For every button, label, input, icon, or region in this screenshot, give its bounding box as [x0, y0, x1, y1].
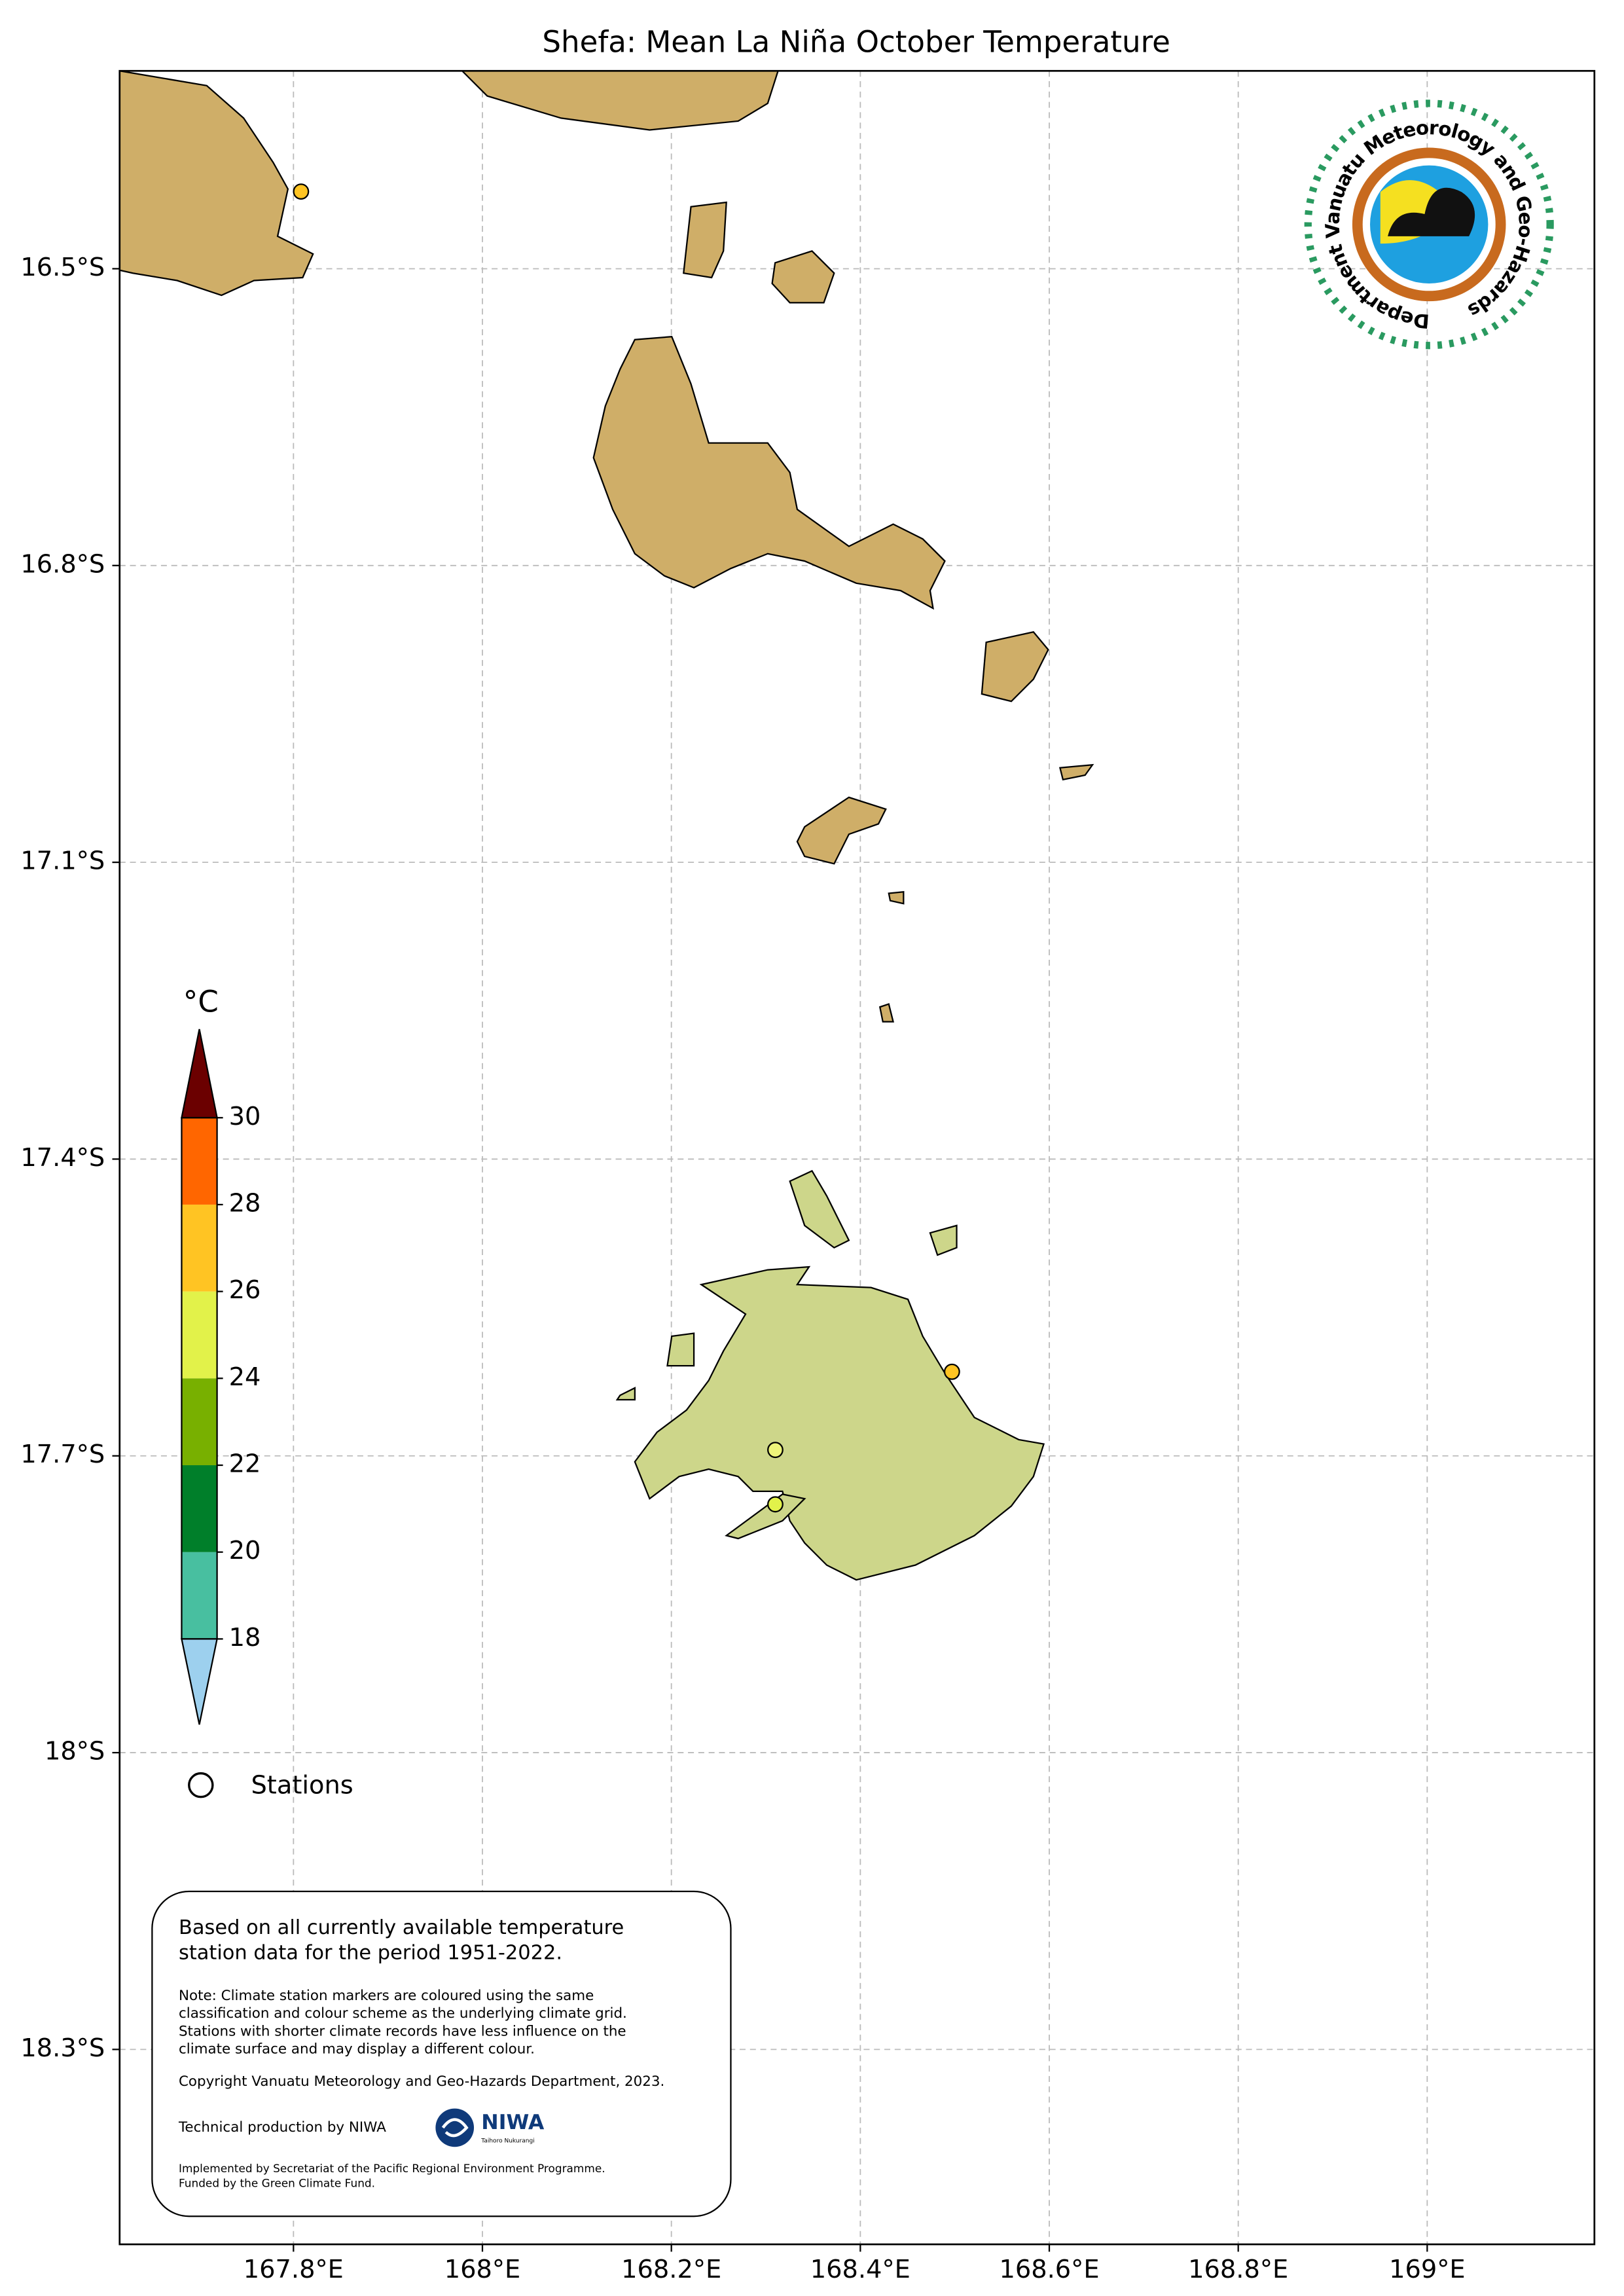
niwa-icon-swirl — [441, 2118, 469, 2138]
colorbar-tick-label: 24 — [229, 1362, 261, 1392]
x-tick-label: 168.2°E — [621, 2255, 721, 2284]
island — [683, 201, 727, 279]
island — [888, 890, 905, 905]
colorbar-tick-label: 20 — [229, 1536, 261, 1565]
island — [771, 250, 835, 304]
x-tick-label: 168.8°E — [1188, 2255, 1288, 2284]
logo-wreath — [1304, 100, 1554, 350]
colorbar-tick-label: 18 — [229, 1623, 261, 1652]
islands — [118, 69, 1094, 1581]
station — [767, 1496, 784, 1513]
x-tick-label: 169°E — [1389, 2255, 1466, 2284]
island — [460, 70, 780, 131]
legend-marker — [188, 1772, 214, 1798]
legend-label: Stations — [251, 1770, 353, 1800]
island — [634, 1266, 1045, 1581]
station — [293, 183, 310, 200]
colorbar-band — [181, 1378, 217, 1466]
colorbar-band — [181, 1118, 217, 1205]
island — [981, 631, 1049, 702]
niwa-icon — [435, 2108, 475, 2147]
axes: 167.8°E 168°E 168.2°E 168.4°E 168.6°E 168.8°E… — [20, 253, 1465, 2284]
y-tick-label: 18.3°S — [20, 2033, 105, 2063]
stations — [293, 183, 960, 1513]
y-tick-label: 16.5°S — [20, 253, 105, 282]
map-frame — [118, 69, 1596, 2246]
island — [592, 336, 946, 610]
station — [767, 1442, 784, 1459]
note-detail: classification and colour scheme as the … — [179, 2005, 627, 2022]
island — [615, 1387, 636, 1401]
note-detail: climate surface and may display a differ… — [179, 2041, 535, 2057]
colorbar-tick-label: 22 — [229, 1449, 261, 1479]
niwa-name: NIWA — [481, 2111, 545, 2134]
note-main: station data for the period 1951-2022. — [179, 1941, 562, 1964]
island — [1058, 763, 1094, 781]
x-tick-label: 168.4°E — [810, 2255, 911, 2284]
logo: Department Vanuatu Meteorology and Geo-H… — [1304, 100, 1554, 350]
colorbar-band — [181, 1291, 217, 1379]
colorbar-band — [181, 1204, 217, 1292]
station — [943, 1363, 960, 1380]
note-main: Based on all currently available tempera… — [179, 1916, 624, 1939]
colorbar-tick-label: 26 — [229, 1275, 261, 1305]
island — [929, 1224, 958, 1256]
colorbar: 18 20 22 24 26 28 30 — [181, 1029, 261, 1725]
colorbar-label: °C — [183, 985, 219, 1019]
island — [789, 1170, 850, 1249]
x-tick-label: 168.6°E — [999, 2255, 1099, 2284]
note-copyright: Copyright Vanuatu Meteorology and Geo-Ha… — [179, 2073, 664, 2090]
y-tick-label: 18°S — [45, 1737, 105, 1766]
x-tick-label: 168°E — [444, 2255, 521, 2284]
note-production: Technical production by NIWA — [178, 2119, 386, 2136]
y-tick-label: 17.1°S — [20, 847, 105, 876]
y-tick-label: 17.7°S — [20, 1440, 105, 1469]
note-funding: Funded by the Green Climate Fund. — [179, 2177, 375, 2190]
note-box — [151, 1890, 732, 2217]
island — [878, 1003, 894, 1023]
note-detail: Stations with shorter climate records ha… — [179, 2023, 626, 2039]
y-tick-label: 16.8°S — [20, 549, 105, 579]
colorbar-band — [181, 1552, 217, 1639]
logo-cloud — [1388, 187, 1475, 236]
y-tick-label: 17.4°S — [20, 1143, 105, 1173]
x-tick-label: 167.8°E — [244, 2255, 344, 2284]
colorbar-tick-label: 30 — [229, 1102, 261, 1131]
island — [118, 69, 314, 297]
note-funding: Implemented by Secretariat of the Pacifi… — [179, 2162, 605, 2175]
colorbar-band — [181, 1465, 217, 1552]
map-title: Shefa: Mean La Niña October Temperature — [542, 25, 1170, 60]
niwa-subtitle: Taihoro Nukurangi — [480, 2138, 534, 2145]
note-detail: Note: Climate station markers are colour… — [179, 1988, 594, 2004]
colorbar-tick-label: 28 — [229, 1188, 261, 1218]
island — [666, 1332, 695, 1367]
island — [796, 796, 887, 865]
